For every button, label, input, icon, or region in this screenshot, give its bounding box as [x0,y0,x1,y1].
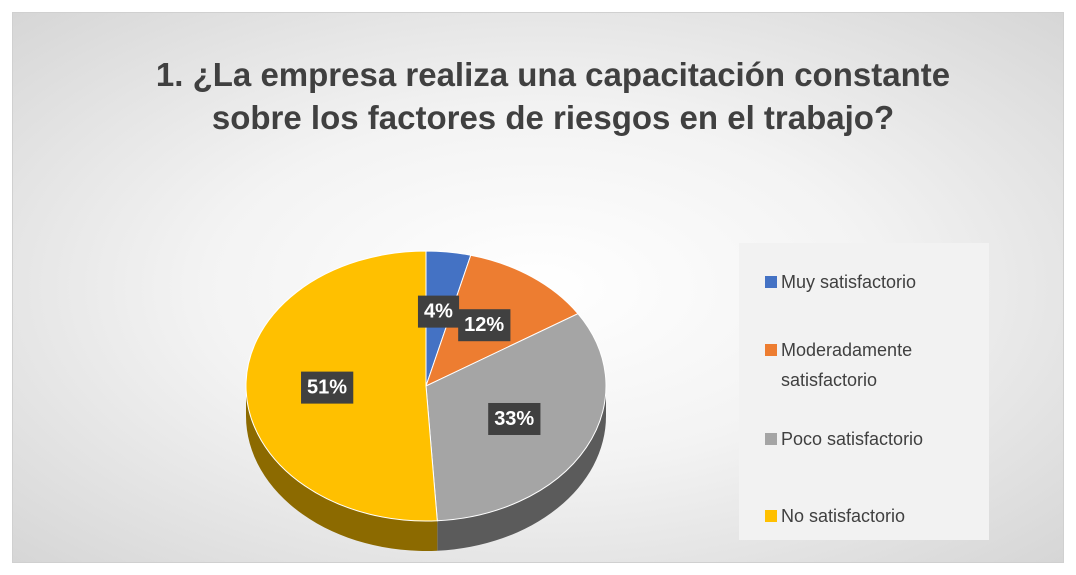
legend-item: Muy satisfactorio [765,267,981,297]
data-label-text: 12% [464,314,504,336]
legend-label: Poco satisfactorio [781,429,924,449]
data-label: 4% [417,295,460,328]
legend-label: Moderadamente satisfactorio [781,340,913,390]
data-label-text: 33% [494,408,534,430]
data-label-box [488,402,541,435]
slice-side [246,386,438,551]
data-label-text: 4% [424,301,453,323]
chart-title: 1. ¿La empresa realiza una capacitación … [155,56,951,136]
legend-item: No satisfactorio [765,501,981,531]
data-label-box [458,309,511,342]
data-label-box [301,371,354,404]
legend-item: Poco satisfactorio [765,424,981,454]
data-label: 12% [458,309,511,342]
data-label: 51% [301,371,354,404]
data-label: 33% [488,402,541,435]
pie-plot: 4% 12% 33% 51% [245,250,607,551]
data-label-box [417,295,460,328]
legend-label: No satisfactorio [781,506,906,526]
legend-item: Moderadamente satisfactorio [765,335,981,395]
legend-swatch [765,510,777,522]
legend-swatch [765,433,777,445]
legend: Muy satisfactorio Moderadamente satisfact… [739,243,989,540]
legend-swatch [765,276,777,288]
data-label-text: 51% [307,377,347,399]
legend-label: Muy satisfactorio [781,272,917,292]
legend-swatch [765,344,777,356]
chart-area: 4% 12% 33% 51% 1. ¿La empresa realiza una c… [12,12,1064,563]
slice-side [437,386,606,551]
